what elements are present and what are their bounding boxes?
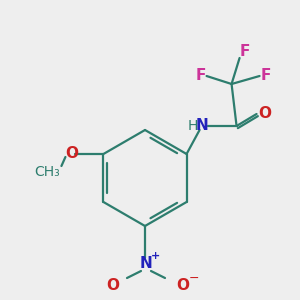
Text: F: F [195,68,206,83]
Text: N: N [140,256,152,272]
Text: F: F [239,44,250,59]
Text: +: + [152,251,160,261]
Text: N: N [195,118,208,134]
Text: O: O [258,106,271,121]
Text: O: O [65,146,78,161]
Text: O: O [176,278,190,293]
Text: CH₃: CH₃ [34,165,60,179]
Text: O: O [106,278,119,293]
Text: H: H [188,119,198,133]
Text: −: − [189,272,199,284]
Text: F: F [260,68,271,83]
